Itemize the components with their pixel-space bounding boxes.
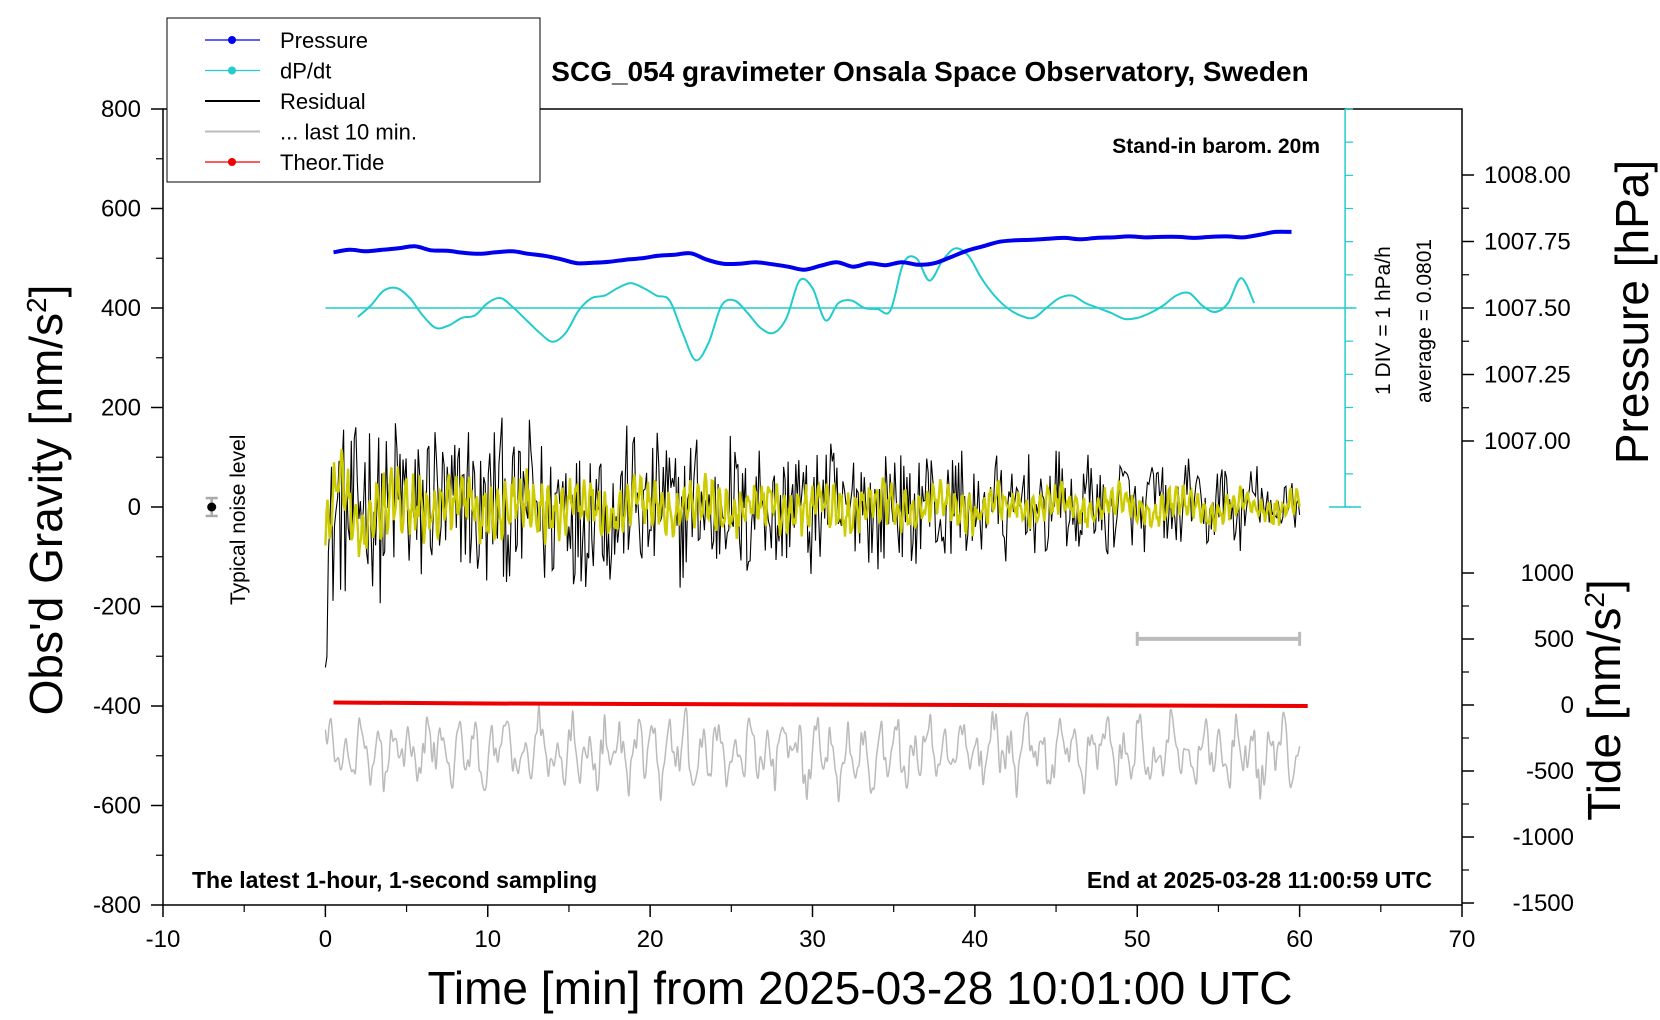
y-left-label-sup: 2 [21,297,52,313]
tide-label-close: ] [1578,579,1630,592]
tide-line [333,700,1308,708]
legend: Pressure dP/dt Residual ... last 10 min. The… [166,17,541,183]
y-left-axis-ticks: 800 600 400 200 0 -200 -400 -600 -800 [93,96,163,919]
y-tick-label: -800 [93,892,141,919]
y-left-label-close: ] [20,285,72,298]
x-tick-label: 20 [637,926,664,953]
svg-text:Obs'd Gravity [nm/s2]: Obs'd Gravity [nm/s2] [20,285,72,716]
tide-label-main: Tide [nm/s [1578,608,1630,821]
x-tick-label: -10 [146,926,181,953]
y-tick-label: -400 [93,693,141,720]
y-tick-label: 200 [101,395,141,422]
legend-label: ... last 10 min. [280,120,417,145]
barometer-note: Stand-in barom. 20m [1112,135,1320,158]
chart-title: SCG_054 gravimeter Onsala Space Observat… [551,56,1308,87]
legend-marker [228,158,236,166]
tide-tick-label: 0 [1561,692,1574,719]
pressure-axis-label: Pressure [hPa] [1606,160,1658,464]
noise-level-dot [207,502,217,512]
y-tick-label: 800 [101,96,141,123]
smoothed-residual-series [324,449,1301,558]
footer-right-note: End at 2025-03-28 11:00:59 UTC [1087,867,1432,893]
div-note: 1 DIV = 1 hPa/h [1372,246,1395,395]
x-axis-ticks: -10 0 10 20 30 40 50 60 70 [146,905,1476,953]
svg-text:Tide [nm/s2]: Tide [nm/s2] [1578,579,1630,820]
tide-tick-label: -500 [1526,758,1574,785]
legend-marker [228,36,236,44]
legend-label: Theor.Tide [280,150,384,175]
noise-level-label: Typical noise level [227,435,250,605]
y-tick-label: -200 [93,594,141,621]
tide-label-sup: 2 [1579,592,1610,608]
x-tick-label: 10 [474,926,501,953]
pressure-tick-label: 1007.50 [1484,295,1571,322]
pressure-tick-label: 1008.00 [1484,162,1571,189]
smoothed-residual-line [324,449,1301,558]
last-10-min-line [324,704,1301,803]
legend-label: dP/dt [280,59,331,84]
pressure-tick-label: 1007.25 [1484,362,1571,389]
x-axis-label: Time [min] from 2025-03-28 10:01:00 UTC [428,962,1293,1014]
tide-axis-label: Tide [nm/s2] [1578,579,1630,820]
pressure-line [333,229,1292,272]
tide-axis-ticks: 1000 500 0 -500 -1000 -1500 [1462,560,1574,917]
tide-tick-label: -1500 [1513,890,1574,917]
x-tick-label: 0 [319,926,332,953]
tide-tick-label: 500 [1534,626,1574,653]
average-note: average = 0.0801 [1413,239,1436,403]
x-tick-label: 30 [799,926,826,953]
y-left-label-main: Obs'd Gravity [nm/s [20,313,72,715]
y-tick-label: 600 [101,196,141,223]
pressure-tick-label: 1007.75 [1484,229,1571,256]
last-10-min-series [324,704,1301,803]
y-tick-label: 0 [128,494,141,521]
x-tick-label: 50 [1124,926,1151,953]
x-tick-label: 40 [962,926,989,953]
chart-extras [205,108,1362,646]
tide-series [333,700,1308,708]
tide-tick-label: -1000 [1513,824,1574,851]
pressure-series [333,229,1292,272]
pressure-tick-label: 1007.00 [1484,428,1571,455]
y-tick-label: -600 [93,793,141,820]
dpdt-line [357,247,1256,362]
y-left-axis-label: Obs'd Gravity [nm/s2] [20,285,72,716]
legend-entries: Pressure dP/dt Residual ... last 10 min. The… [205,28,417,175]
legend-marker [228,66,236,75]
x-tick-label: 60 [1286,926,1313,953]
legend-label: Residual [280,89,366,114]
legend-label: Pressure [280,28,368,53]
dpdt-series [357,247,1256,362]
tide-tick-label: 1000 [1521,560,1574,587]
pressure-axis-ticks: 1008.00 1007.75 1007.50 1007.25 1007.00 [1462,162,1571,455]
footer-left-note: The latest 1-hour, 1-second sampling [192,867,597,893]
y-tick-label: 400 [101,295,141,322]
x-tick-label: 70 [1449,926,1476,953]
